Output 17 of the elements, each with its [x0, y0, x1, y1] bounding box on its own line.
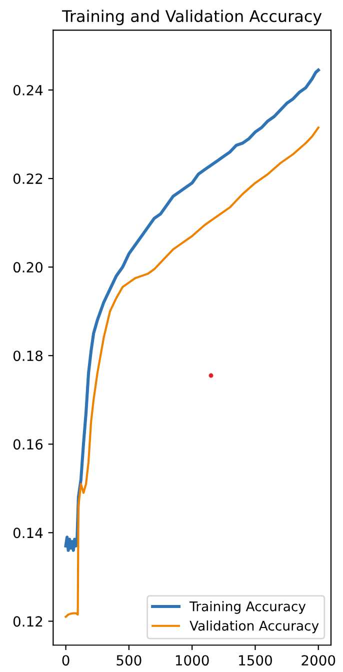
- y-tick-label: 0.14: [13, 528, 43, 538]
- x-tick-label: 0: [62, 655, 70, 666]
- y-tick-label: 0.18: [13, 350, 42, 362]
- y-tick-label: 0.22: [13, 174, 42, 184]
- chart-title: Training and Validation Accuracy: [62, 10, 322, 26]
- x-tick-label: 1500: [239, 655, 272, 666]
- y-tick-label: 0.16: [13, 439, 43, 450]
- line-series: [64, 126, 320, 618]
- x-tick-label: 2000: [302, 655, 336, 666]
- x-tick-label: 500: [116, 655, 142, 666]
- legend-label: Validation Accuracy: [190, 620, 319, 634]
- x-tick-label: 1000: [176, 655, 209, 666]
- legend-label: Training Accuracy: [189, 601, 306, 614]
- line-series: [64, 68, 320, 552]
- y-tick-label: 0.12: [13, 616, 42, 627]
- y-tick-label: 0.20: [13, 262, 43, 273]
- y-tick-label: 0.24: [13, 84, 43, 96]
